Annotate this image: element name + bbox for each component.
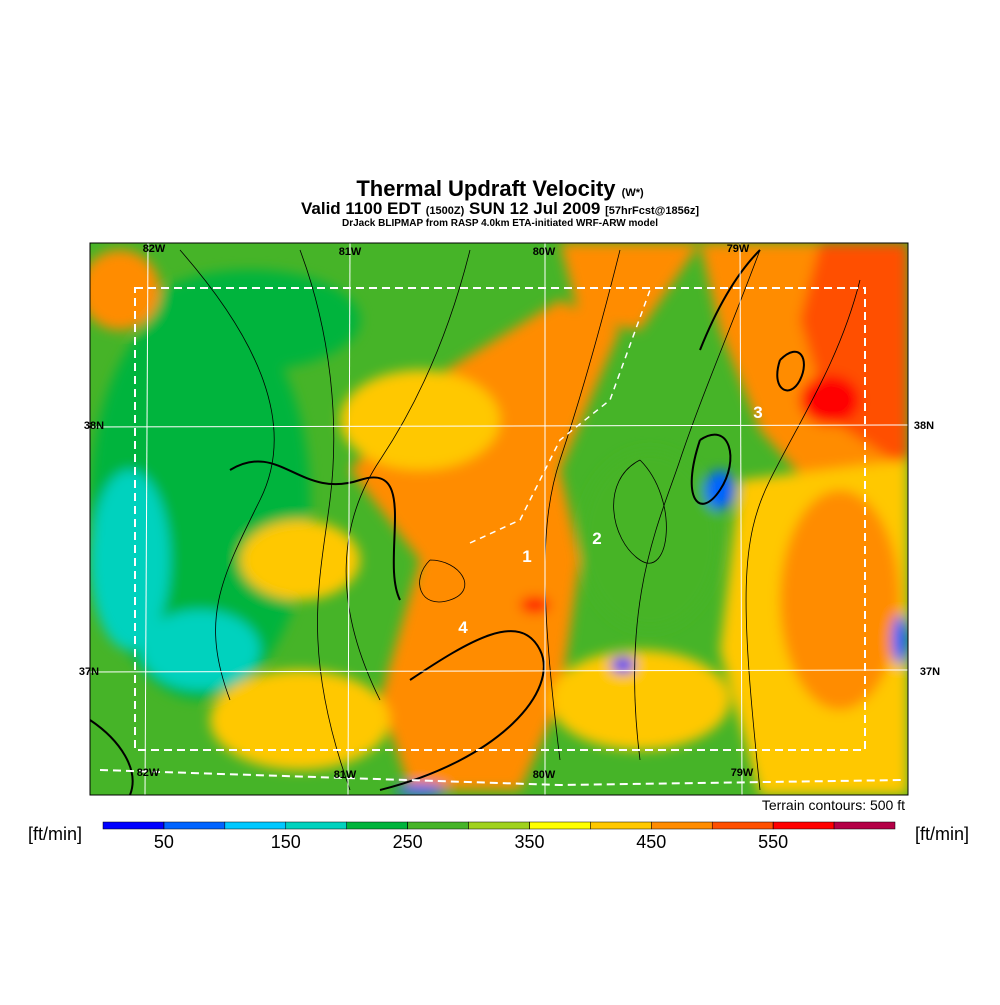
- colorbar-swatch: [285, 821, 347, 830]
- site-label: 2: [592, 529, 601, 548]
- terrain-note: Terrain contours: 500 ft: [762, 797, 905, 813]
- lat-label: 38N: [84, 420, 104, 432]
- lon-label: 82W: [137, 767, 160, 779]
- source: DrJack BLIPMAP from RASP 4.0km ETA-initi…: [342, 218, 658, 229]
- title-symbol: (W*): [622, 187, 644, 199]
- sites: 1 2 3 4: [458, 403, 762, 637]
- title: Thermal Updraft Velocity (W*): [356, 176, 644, 201]
- map-field: [90, 243, 908, 795]
- colorbar-swatch: [590, 821, 652, 830]
- valid-time: Valid 1100 EDT: [301, 199, 422, 218]
- colorbar-swatch: [102, 821, 165, 830]
- colorbar-label: 250: [393, 832, 423, 852]
- lon-label: 82W: [143, 243, 166, 255]
- lon-label: 80W: [533, 769, 556, 781]
- colorbar-swatch: [772, 821, 835, 830]
- colorbar-swatch: [407, 821, 469, 830]
- inner-domain: [134, 287, 866, 751]
- lat-label: 37N: [79, 666, 99, 678]
- lat-label: 38N: [914, 420, 934, 432]
- colorbar-swatch: [711, 821, 774, 830]
- colorbar-label: 50: [154, 832, 174, 852]
- colorbar-swatch: [163, 821, 226, 830]
- colorbar-swatch: [468, 821, 530, 830]
- colorbar: 50 150 250 350 450 550: [102, 821, 896, 852]
- date: SUN 12 Jul 2009: [469, 199, 600, 218]
- graticule-labels: 82W 81W 80W 79W 82W 81W 80W 79W 38N 38N …: [79, 243, 940, 781]
- colorbar-swatch: [224, 821, 287, 830]
- colorbar-swatch: [651, 821, 713, 830]
- site-label: 3: [753, 403, 762, 422]
- lat-label: 37N: [920, 666, 940, 678]
- lon-label: 81W: [339, 246, 362, 258]
- colorbar-label: 150: [271, 832, 301, 852]
- colorbar-label: 550: [758, 832, 788, 852]
- graticule-lines: [90, 243, 908, 795]
- lon-label: 80W: [533, 246, 556, 258]
- unit-left: [ft/min]: [28, 824, 82, 844]
- subtitle: Valid 1100 EDT (1500Z) SUN 12 Jul 2009 […: [301, 199, 699, 218]
- colorbar-label: 450: [636, 832, 666, 852]
- title-text: Thermal Updraft Velocity: [356, 176, 616, 201]
- site-label: 1: [522, 547, 531, 566]
- colorbar-label: 350: [514, 832, 544, 852]
- colorbar-swatch: [529, 821, 591, 830]
- colorbar-swatch: [833, 821, 896, 830]
- lon-label: 81W: [334, 769, 357, 781]
- zulu-time: (1500Z): [426, 205, 465, 217]
- unit-right: [ft/min]: [915, 824, 969, 844]
- colorbar-swatch: [346, 821, 408, 830]
- forecast: [57hrFcst@1856z]: [605, 205, 699, 217]
- lon-label: 79W: [731, 767, 754, 779]
- site-label: 4: [458, 618, 468, 637]
- map-frame: [89, 242, 909, 796]
- lon-label: 79W: [727, 243, 750, 255]
